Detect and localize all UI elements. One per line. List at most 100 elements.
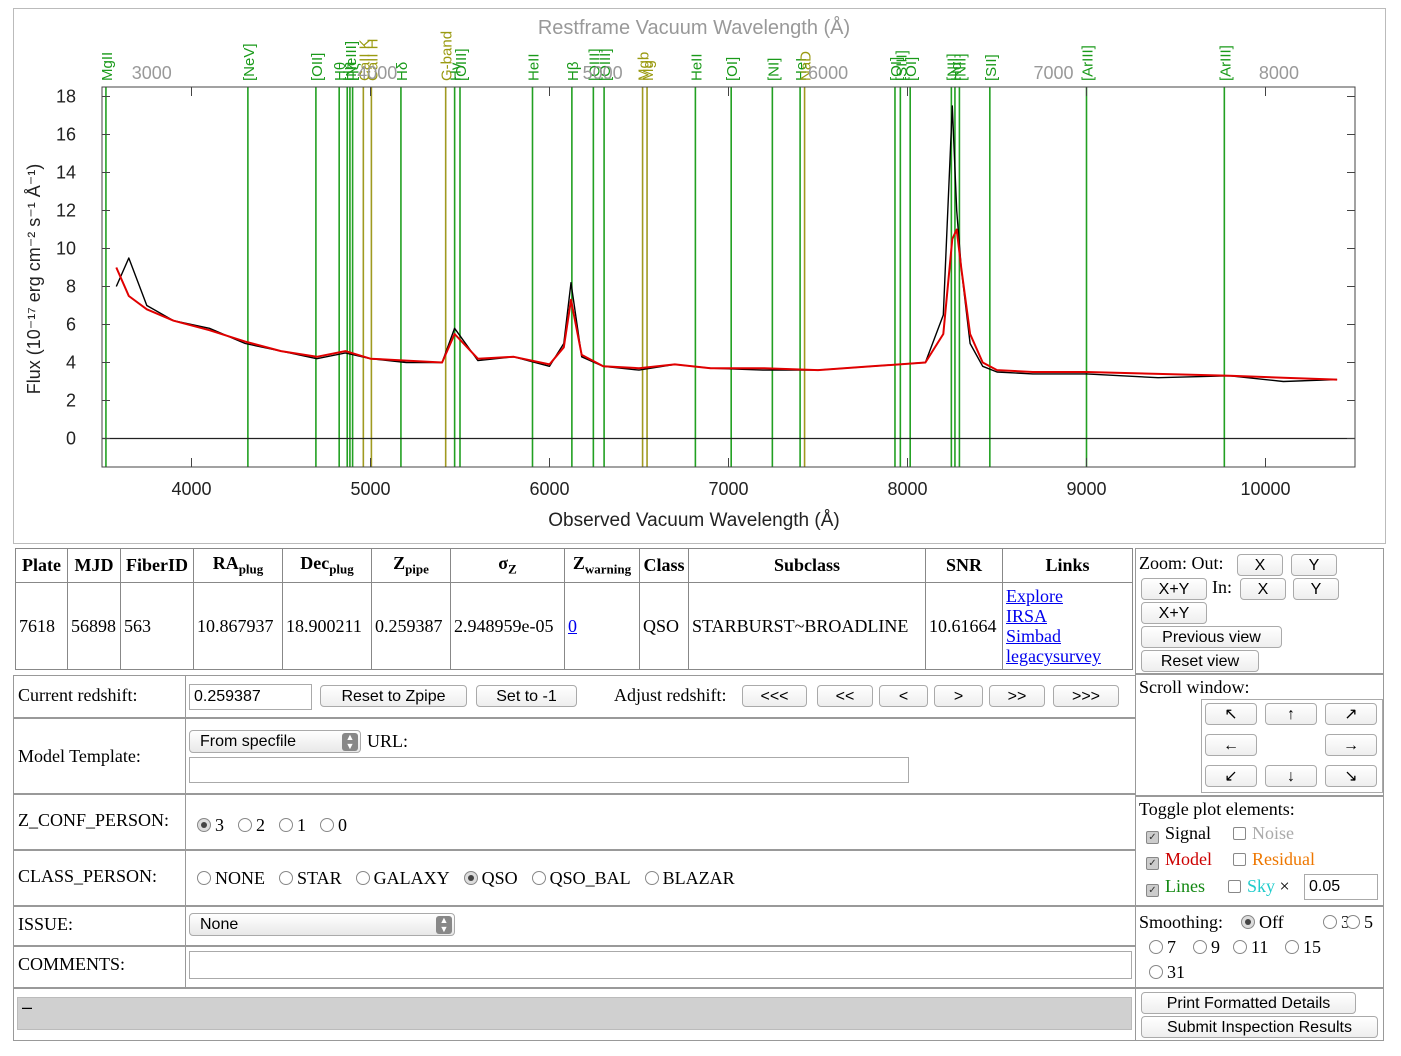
model-checkbox[interactable]: ✓ [1146,857,1159,870]
residual-checkbox[interactable] [1233,853,1246,866]
class-person-option-qso-bal[interactable]: QSO_BAL [531,868,631,888]
explore-link[interactable]: Explore [1006,586,1063,606]
class-person-option-none[interactable]: NONE [197,868,265,888]
signal-checkbox[interactable]: ✓ [1146,831,1159,844]
scroll-down-right-button[interactable]: ↘ [1325,765,1377,787]
z-conf-option-3[interactable]: 3 [197,815,224,835]
reset-to-zpipe-button[interactable]: Reset to Zpipe [320,685,467,707]
z-conf-option-1[interactable]: 1 [279,815,306,835]
submit-results-button[interactable]: Submit Inspection Results [1141,1016,1378,1038]
model-template-row: Model Template: From specfile ▲ ▼ URL: [13,717,1136,795]
spectral-line-label: Hη [340,62,357,81]
redshift-up-small-button[interactable]: > [934,685,983,707]
zoom-out-xy-button[interactable]: X+Y [1141,578,1207,600]
zoom-in-y-button[interactable]: Y [1293,578,1339,600]
sky-scale-input[interactable]: 0.05 [1304,874,1378,900]
spectral-line-label: [ArIII] [1217,45,1234,81]
smoothing-option-9[interactable]: 9 [1193,937,1220,958]
radio-button-icon[interactable] [1233,940,1247,954]
radio-button-icon[interactable] [197,818,211,832]
model-url-input[interactable] [189,757,909,783]
set-to-minus-one-button[interactable]: Set to -1 [476,685,577,707]
y-tick-label: 8 [66,277,76,297]
class-person-option-label: GALAXY [373,868,450,888]
radio-button-icon[interactable] [531,871,546,885]
zoom-out-x-button[interactable]: X [1237,554,1283,576]
smoothing-option-15[interactable]: 15 [1285,937,1321,958]
radio-button-icon[interactable] [1285,940,1299,954]
redshift-down-small-button[interactable]: < [879,685,928,707]
zwarning-value: 0 [564,582,640,670]
redshift-down-large-button[interactable]: <<< [742,685,807,707]
radio-button-icon[interactable] [1346,915,1360,929]
radio-button-icon[interactable] [644,871,659,885]
legacysurvey-link[interactable]: legacysurvey [1006,646,1101,666]
smoothing-option-5[interactable]: 5 [1346,912,1373,933]
scroll-down-left-button[interactable]: ↙ [1205,765,1257,787]
radio-button-icon[interactable] [1149,940,1163,954]
scroll-up-button[interactable]: ↑ [1265,703,1317,725]
radio-button-icon[interactable] [1241,915,1255,929]
spectrum-plot-panel[interactable]: MgII [NeV] [OII] Hθ Hη [NeIII] Hζ CaII K CaII H H… [13,8,1386,544]
radio-button-icon[interactable] [1149,965,1163,979]
model-template-cell [185,718,186,794]
signal-toggle[interactable]: ✓ Signal [1146,823,1211,844]
spectral-line-label: Hθ [332,62,349,81]
zoom-out-y-button[interactable]: Y [1291,554,1337,576]
noise-toggle[interactable]: Noise [1233,823,1294,844]
issue-select[interactable]: None ▲ ▼ [189,913,455,936]
scroll-up-right-button[interactable]: ↗ [1325,703,1377,725]
sky-toggle[interactable]: Sky × [1228,876,1290,897]
smoothing-option-3[interactable]: 3 [1323,912,1350,933]
redshift-up-medium-button[interactable]: >> [989,685,1045,707]
model-toggle[interactable]: ✓ Model [1146,849,1212,870]
redshift-row: Current redshift: 0.259387 Reset to Zpip… [13,675,1136,719]
class-person-option-blazar[interactable]: BLAZAR [644,868,735,888]
redshift-input[interactable]: 0.259387 [189,684,312,710]
radio-button-icon[interactable] [197,871,211,885]
z-conf-cell [185,794,186,850]
comments-label: COMMENTS: [18,954,126,974]
class-person-option-galaxy[interactable]: GALAXY [355,868,450,888]
radio-button-icon[interactable] [320,818,334,832]
radio-button-icon[interactable] [355,871,370,885]
scroll-down-button[interactable]: ↓ [1265,765,1317,787]
irsa-link[interactable]: IRSA [1006,606,1048,626]
lines-checkbox[interactable]: ✓ [1146,884,1159,897]
class-person-option-star[interactable]: STAR [279,868,342,888]
reset-view-button[interactable]: Reset view [1141,650,1259,672]
simbad-link[interactable]: Simbad [1006,626,1062,646]
noise-checkbox[interactable] [1233,827,1246,840]
radio-button-icon[interactable] [1323,915,1337,929]
residual-toggle[interactable]: Residual [1233,849,1315,870]
scroll-right-button[interactable]: → [1325,734,1377,756]
model-template-select[interactable]: From specfile ▲ ▼ [189,730,361,753]
lines-toggle[interactable]: ✓ Lines [1146,876,1205,897]
print-details-button[interactable]: Print Formatted Details [1141,992,1356,1014]
scroll-up-left-button[interactable]: ↖ [1205,703,1257,725]
smoothing-option-11[interactable]: 11 [1233,937,1268,958]
redshift-up-large-button[interactable]: >>> [1053,685,1119,707]
z-conf-option-2[interactable]: 2 [238,815,265,835]
z-conf-option-0[interactable]: 0 [320,815,347,835]
status-textarea[interactable]: – [17,997,1132,1030]
radio-button-icon[interactable] [1193,940,1207,954]
zoom-in-x-button[interactable]: X [1240,578,1286,600]
smoothing-option-off[interactable]: Off [1241,912,1284,933]
top-tick-label: 5000 [583,63,623,83]
previous-view-button[interactable]: Previous view [1141,626,1282,648]
radio-button-icon[interactable] [463,871,478,885]
smoothing-option-31[interactable]: 31 [1149,962,1185,983]
redshift-down-medium-button[interactable]: << [817,685,873,707]
smoothing-option-7[interactable]: 7 [1149,937,1176,958]
comments-input[interactable] [189,951,1132,979]
class-person-option-qso[interactable]: QSO [463,868,518,888]
zwarning-link[interactable]: 0 [568,615,577,636]
sky-checkbox[interactable] [1228,880,1241,893]
radio-button-icon[interactable] [279,818,293,832]
zoom-in-xy-button[interactable]: X+Y [1141,602,1207,624]
radio-button-icon[interactable] [238,818,252,832]
scroll-left-button[interactable]: ← [1205,734,1257,756]
radio-button-icon[interactable] [279,871,293,885]
